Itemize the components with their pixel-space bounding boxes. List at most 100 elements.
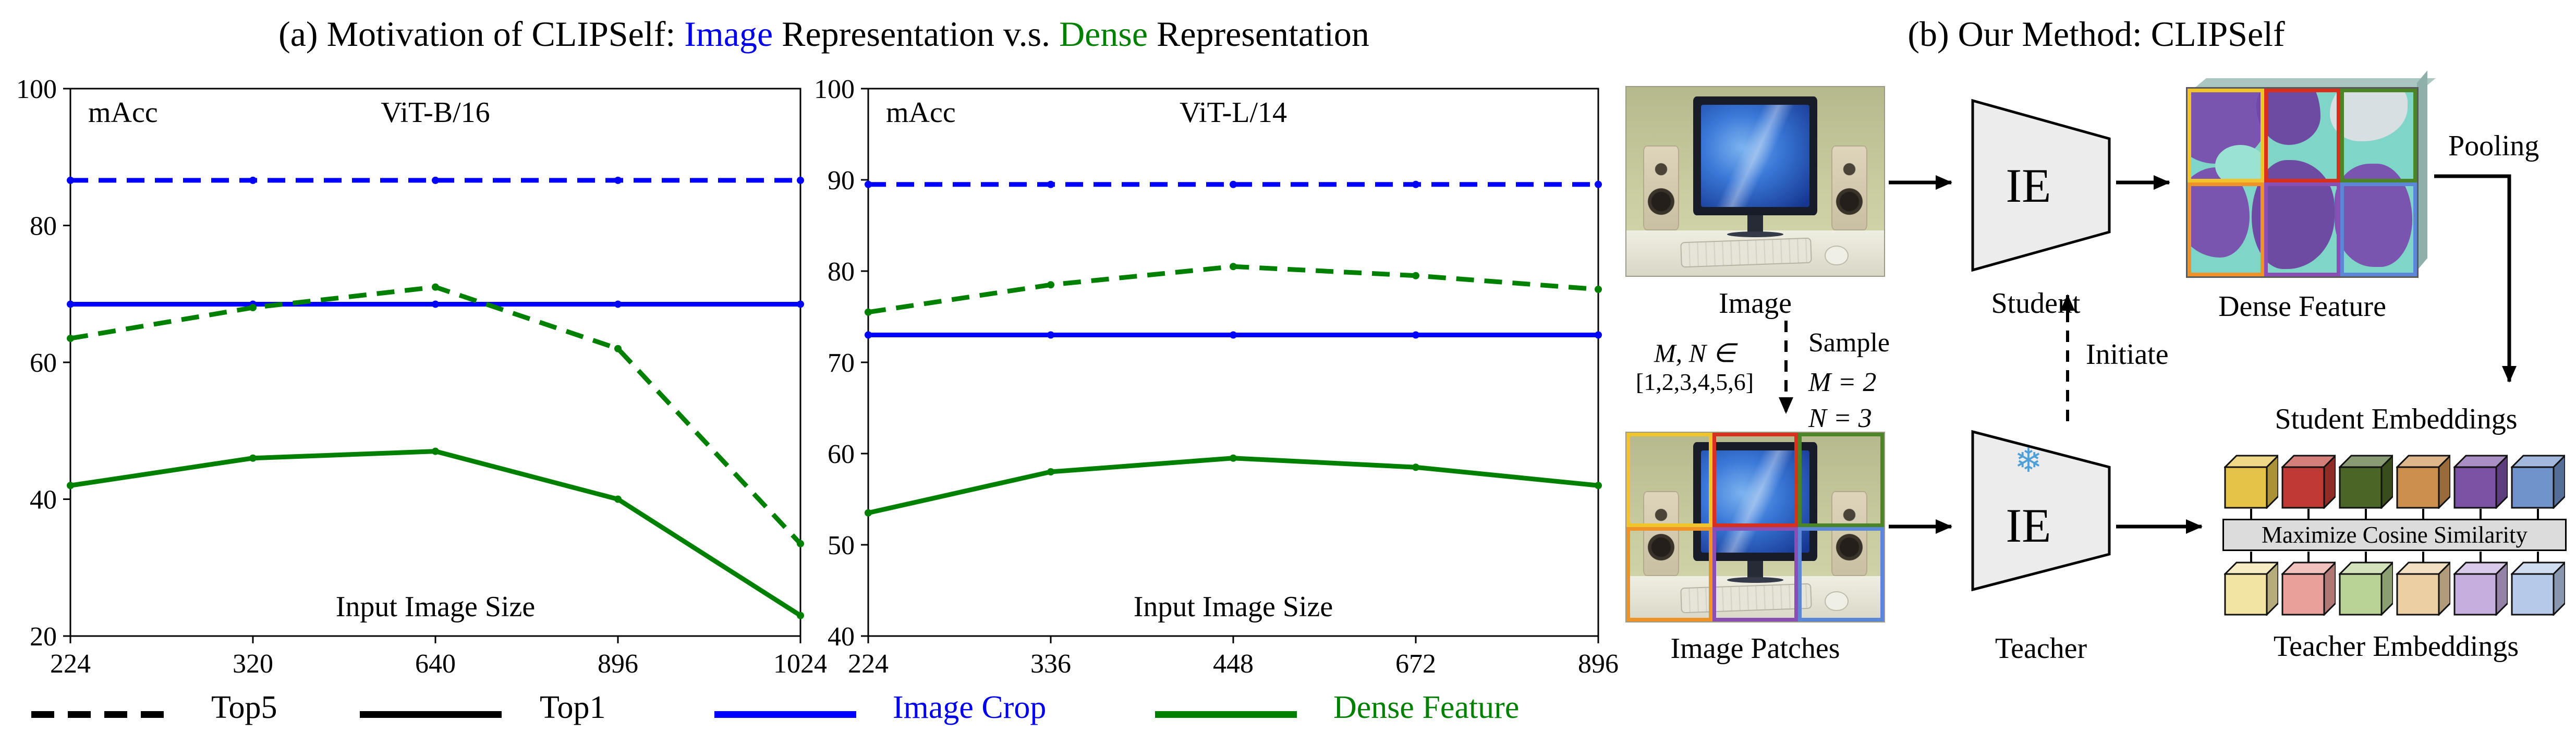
legend-line-top1 [360, 711, 502, 718]
monitor-stand [1747, 561, 1763, 578]
initiate-label: Initiate [2086, 338, 2169, 371]
series-dense-feature-top5 [70, 285, 803, 545]
speaker-right-icon [1831, 491, 1867, 577]
monitor-stand [1747, 215, 1763, 233]
title-a-suffix: Representation [1148, 14, 1369, 54]
patch-cell-6 [1798, 527, 1884, 621]
y-tick-label: 20 [30, 622, 57, 652]
patch-cell-6 [2340, 182, 2417, 276]
legend-line-image-crop [714, 711, 856, 718]
title-a-mid: Representation v.s. [773, 14, 1060, 54]
y-tick-label: 50 [828, 531, 855, 560]
dense-feature-map [2186, 70, 2436, 278]
legend-line-dense-feature [1155, 711, 1297, 718]
student-embedding-cube-4 [2396, 455, 2450, 509]
dense-feature-grid [2188, 89, 2417, 276]
x-tick-label: 224 [848, 649, 889, 679]
x-tick-label: 448 [1213, 649, 1254, 679]
student-embedding-cube-1 [2224, 455, 2278, 509]
x-tick-label: 224 [50, 649, 91, 679]
student-caption: Student [1991, 287, 2081, 320]
cosine-similarity-box: Maximize Cosine Similarity [2222, 519, 2567, 551]
data-point [1412, 463, 1419, 471]
student-ie-label: IE [2006, 158, 2051, 212]
teacher-encoder: ❄ IE [1971, 430, 2111, 591]
student-embeddings-row [2224, 455, 2565, 509]
y-tick-label: 80 [828, 257, 855, 287]
data-point [249, 454, 257, 462]
legend-label-top5: Top5 [211, 690, 277, 725]
chart-vit-l14: 40 50 60 70 80 90 100 224 336 448 672 896 mAcc ViT-L/… [814, 75, 1619, 679]
image-patches-caption: Image Patches [1670, 632, 1840, 665]
panel-b-title: (b) Our Method: CLIPSelf [1907, 14, 2285, 54]
teacher-embedding-cube-2 [2281, 561, 2336, 616]
student-embedding-cube-6 [2511, 455, 2565, 509]
chart-title: ViT-L/14 [1180, 96, 1287, 129]
data-point [614, 300, 622, 308]
data-point [614, 176, 622, 184]
data-point [1230, 180, 1237, 188]
image-patches-grid [1626, 433, 1884, 621]
data-point [432, 176, 439, 184]
sample-mn-vars: M, N ∈ [1654, 338, 1736, 368]
data-point [249, 176, 257, 184]
teacher-embeddings-row [2224, 561, 2565, 616]
patch-cell-4 [2188, 182, 2264, 276]
data-point [432, 283, 439, 291]
patch-cell-3 [2340, 89, 2417, 182]
image-caption: Image [1719, 287, 1792, 320]
dense-feature-face [2186, 87, 2419, 278]
patch-cell-1 [2188, 89, 2264, 182]
y-tick-label: 80 [30, 212, 57, 241]
title-a-prefix: (a) Motivation of CLIPSelf: [278, 14, 685, 54]
teacher-embedding-cube-6 [2511, 561, 2565, 616]
student-encoder: IE [1971, 99, 2111, 272]
data-point [1230, 263, 1237, 271]
speaker-left-icon [1643, 491, 1680, 577]
data-point [1230, 454, 1237, 462]
legend-label-top1: Top1 [540, 690, 606, 725]
input-image [1625, 86, 1885, 277]
patch-cell-5 [1712, 527, 1799, 621]
dense-feature-caption: Dense Feature [2218, 290, 2386, 323]
title-a-image-word: Image [684, 14, 773, 54]
chart-legend: Top5 Top1 Image Crop Dense Feature [0, 687, 1617, 739]
data-point [1412, 272, 1419, 279]
data-point [1595, 286, 1602, 293]
y-tick-label: 70 [828, 348, 855, 378]
data-point [865, 331, 872, 339]
y-tick-label: 40 [828, 622, 855, 652]
legend-label-image-crop: Image Crop [893, 690, 1047, 725]
student-encoder-shape [1971, 99, 2111, 272]
data-point [614, 345, 622, 352]
image-patches [1625, 432, 1885, 622]
title-a-dense-word: Dense [1059, 14, 1148, 54]
x-tick-label: 896 [598, 649, 638, 679]
speaker-right-icon [1831, 145, 1867, 231]
data-point [1595, 180, 1602, 188]
ylabel-macc: mAcc [88, 96, 158, 129]
patch-cell-5 [2264, 182, 2341, 276]
y-tick-label: 100 [16, 75, 57, 104]
teacher-embedding-cube-5 [2453, 561, 2508, 616]
y-tick-label: 100 [814, 75, 855, 104]
data-point [797, 612, 804, 619]
patch-cell-2 [2264, 89, 2341, 182]
chart-title: ViT-B/16 [381, 96, 490, 129]
mouse-icon [1825, 591, 1849, 612]
x-tick-label: 672 [1395, 649, 1436, 679]
data-point [1047, 180, 1054, 188]
x-tick-label: 336 [1030, 649, 1071, 679]
data-point [1412, 180, 1419, 188]
data-point [797, 300, 804, 308]
mouse-icon [1825, 246, 1849, 266]
patch-cell-1 [1626, 433, 1712, 527]
data-point [614, 495, 622, 503]
data-point [67, 335, 74, 343]
x-tick-label: 640 [415, 649, 456, 679]
monitor-icon [1693, 96, 1817, 216]
data-point [1412, 331, 1419, 339]
dense-feature-side-face [2417, 70, 2427, 271]
pooling-label: Pooling [2448, 130, 2539, 162]
